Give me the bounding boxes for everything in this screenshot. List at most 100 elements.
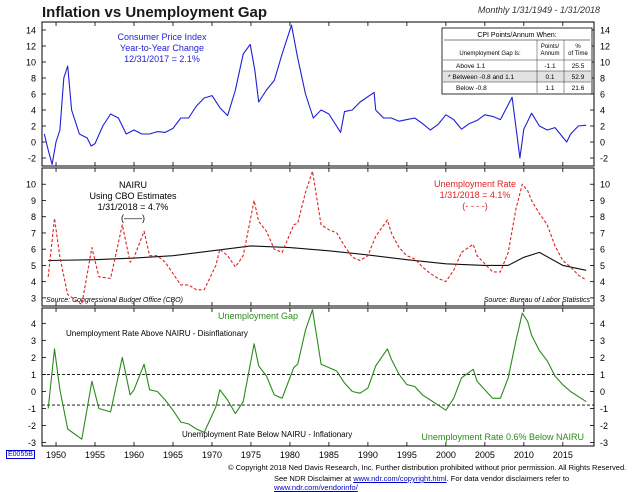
y-tick-label-right: -1 [600,404,608,414]
x-tick-label: 1965 [163,450,183,460]
cpi-table-header: Unemployment Gap Is: [459,51,521,57]
cpi-table-cell: * Between -0.8 and 1.1 [448,74,515,81]
cpi-table-cell: Below -0.8 [456,85,487,92]
y-tick-label-right: -3 [600,438,608,448]
nairu-label: NAIRU [119,180,147,190]
x-tick-label: 1980 [280,450,300,460]
annotation-above: Unemployment Rate Above NAIRU - Disinfla… [66,329,248,338]
y-tick-label-left: -3 [28,438,36,448]
unemployment-rate-label: Unemployment Rate [434,179,516,189]
y-tick-label-left: 4 [31,319,36,329]
copyright-link[interactable]: www.ndr.com/copyright.html [353,474,447,483]
y-tick-label-left: 7 [31,228,36,238]
y-tick-label-right: 10 [600,58,610,68]
y-tick-label-left: 3 [31,293,36,303]
y-tick-label-left: -2 [28,154,36,164]
cpi-table [441,27,593,95]
x-tick-label: 1985 [319,450,339,460]
cpi-line [43,24,587,165]
cpi-table-highlight [443,71,591,82]
y-tick-label-left: -2 [28,421,36,431]
y-tick-label-right: -2 [600,421,608,431]
x-tick-label: 1995 [397,450,417,460]
vendor-link[interactable]: www.ndr.com/vendorinfo/ [274,483,358,492]
cpi-label: Consumer Price Index [117,32,207,42]
nairu-label: (——) [121,213,145,223]
y-tick-label-right: 4 [600,106,605,116]
x-tick-label: 2010 [514,450,534,460]
disclaimer-mid: . For data vendor disclaimers refer to [446,474,570,483]
cpi-table-cell: Above 1.1 [456,63,486,70]
x-tick-label: 2015 [553,450,573,460]
unemployment-rate-label: (- - - -) [462,201,487,211]
y-tick-label-right: 4 [600,319,605,329]
y-tick-label-left: 4 [31,106,36,116]
y-tick-label-left: 0 [31,387,36,397]
y-tick-label-left: 6 [31,90,36,100]
x-tick-label: 2005 [475,450,495,460]
x-tick-label: 2000 [436,450,456,460]
cpi-table-cell: 1.1 [545,85,554,92]
y-tick-label-left: 9 [31,196,36,206]
disclaimer-prefix: See NDR Disclaimer at [274,474,352,483]
y-tick-label-left: 14 [26,26,36,36]
cpi-table-cell: 21.6 [572,85,585,92]
y-tick-label-right: 6 [600,90,605,100]
y-tick-label-left: 8 [31,74,36,84]
source-right: Source: Bureau of Labor Statistics [484,297,591,304]
y-tick-label-right: 1 [600,370,605,380]
y-tick-label-right: 0 [600,387,605,397]
cpi-table-header: Points/ [541,44,560,50]
y-tick-label-left: 2 [31,353,36,363]
y-tick-label-right: 8 [600,212,605,222]
date-range-label: Monthly 1/31/1949 - 1/31/2018 [477,5,600,15]
y-tick-label-right: 9 [600,196,605,206]
cpi-table-header: % [575,44,581,50]
disclaimer-notice: See NDR Disclaimer at www.ndr.com/copyri… [274,474,640,492]
y-tick-label-left: 5 [31,261,36,271]
y-tick-label-left: 6 [31,245,36,255]
x-tick-label: 1955 [85,450,105,460]
y-tick-label-left: 12 [26,42,36,52]
y-tick-label-left: 0 [31,138,36,148]
y-tick-label-right: 14 [600,26,610,36]
y-tick-label-left: 1 [31,370,36,380]
x-tick-label: 1970 [202,450,222,460]
y-tick-label-right: 2 [600,122,605,132]
y-tick-label-right: 3 [600,336,605,346]
y-tick-label-right: 2 [600,353,605,363]
y-tick-label-left: 4 [31,277,36,287]
unemployment-gap-line [47,309,587,440]
cpi-label: Year-to-Year Change [120,43,204,53]
x-tick-label: 1960 [124,450,144,460]
y-tick-label-right: 0 [600,138,605,148]
copyright-notice: © Copyright 2018 Ned Davis Research, Inc… [228,463,627,472]
y-tick-label-left: -1 [28,404,36,414]
panel-frame [41,307,595,447]
chart-code-badge[interactable]: E0055B [6,450,35,459]
unemployment-gap-label: Unemployment Gap [218,311,298,321]
source-left: Source: Congressional Budget Office (CBO… [46,297,183,304]
y-tick-label-right: 10 [600,180,610,190]
y-tick-label-left: 10 [26,180,36,190]
x-tick-label: 1990 [358,450,378,460]
cpi-table-cell: 25.5 [572,63,585,70]
chart-title: Inflation vs Unemployment Gap [42,4,268,21]
cpi-table-title: CPI Points/Annum When: [477,32,556,39]
y-tick-label-right: 6 [600,245,605,255]
panel-frame [41,167,595,307]
y-tick-label-left: 10 [26,58,36,68]
annotation-below: Unemployment Rate Below NAIRU - Inflatio… [182,430,352,439]
nairu-label: Using CBO Estimates [89,191,177,201]
unemployment-rate-line [47,170,587,305]
cpi-table-header: of Time [568,51,588,57]
x-tick-label: 1950 [46,450,66,460]
nairu-label: 1/31/2018 = 4.7% [98,202,169,212]
cpi-table-cell: -1.1 [544,63,556,70]
cpi-table-cell: 0.1 [545,74,554,81]
y-tick-label-right: 8 [600,74,605,84]
y-tick-label-right: 7 [600,228,605,238]
y-tick-label-right: 12 [600,42,610,52]
cpi-table-header: Annum [540,51,559,57]
